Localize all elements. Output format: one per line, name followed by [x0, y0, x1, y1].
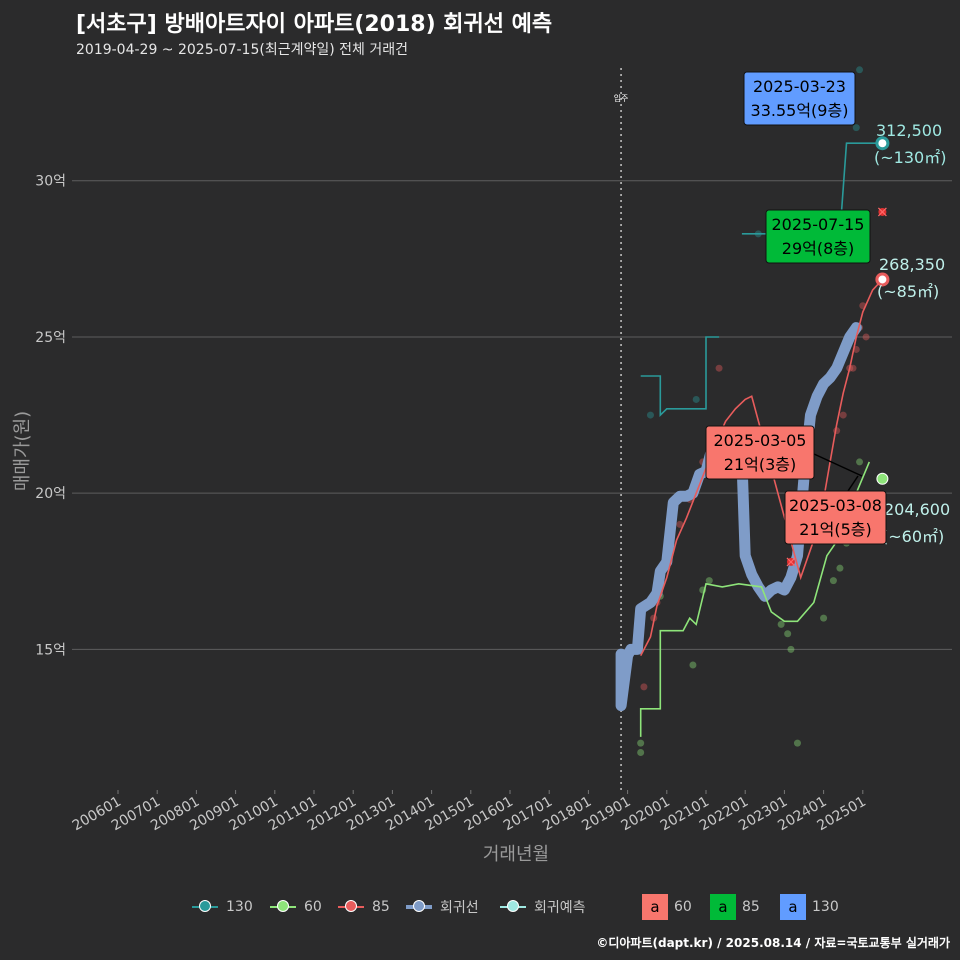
legend-box-60: a [642, 894, 668, 920]
legend-box-130: a [780, 894, 806, 920]
legend-key-60 [268, 894, 298, 920]
highlight-cross [786, 557, 796, 567]
latest-point-85 [875, 272, 890, 287]
scatter-point-60 [777, 620, 785, 628]
annotation-price: 29억(8층) [782, 239, 854, 258]
scatter-point-60 [637, 739, 645, 747]
scatter-point-60 [637, 749, 645, 757]
legend-item-regression: 회귀선 [404, 894, 479, 920]
annotation-date: 2025-07-15 [772, 215, 865, 234]
latest-point-130 [875, 136, 890, 151]
legend-label-regression: 회귀선 [440, 900, 479, 916]
annotation-box [765, 209, 871, 264]
scatter-point-85 [676, 520, 684, 528]
scatter-point-60 [836, 564, 844, 572]
legend-box-item-60: a 60 [642, 894, 692, 920]
legend-box-item-130: a 130 [780, 894, 839, 920]
chart-subtitle: 2019-04-29 ~ 2025-07-15(최근계약일) 전체 거래건 [76, 42, 408, 58]
scatter-point-130 [692, 395, 700, 403]
legend-box-label-60: 60 [674, 899, 692, 915]
legend-item-60: 60 [268, 894, 322, 920]
legend-key-85 [336, 894, 366, 920]
scatter-point-85 [849, 364, 857, 372]
scatter-point-60 [689, 661, 697, 669]
scatter-point-60 [787, 645, 795, 653]
legend-item-130: 130 [190, 894, 253, 920]
scatter-point-60 [784, 630, 792, 638]
annotation-price: 33.55억(9층) [751, 101, 849, 120]
scatter-point-85 [640, 683, 648, 691]
scatter-point-60 [829, 577, 837, 585]
annotation-price: 21억(5층) [799, 520, 871, 539]
series-line-130 [640, 336, 720, 417]
series-line-85 [639, 278, 883, 656]
chart-title: [서초구] 방배아트자이 아파트(2018) 회귀선 예측 [76, 12, 553, 37]
end-label-area: (~130㎡) [874, 148, 946, 167]
annotation-connector [847, 475, 859, 492]
scatter-point-60 [793, 739, 801, 747]
legend-box-label-130: 130 [812, 899, 839, 915]
legend-box-item-85: a 85 [710, 894, 760, 920]
scatter-point-85 [839, 411, 847, 419]
scatter-point-130 [856, 66, 864, 74]
annotation-date: 2025-03-08 [789, 496, 882, 515]
legend: 130 60 85 회귀선 회귀예측 a 60 a 85 a 130 [0, 894, 960, 920]
y-tick-label: 30억 [35, 174, 66, 190]
legend-box-85: a [710, 894, 736, 920]
end-label-value: 204,600 [884, 500, 950, 519]
move-in-label: 입주 [614, 94, 629, 103]
legend-item-forecast: 회귀예측 [498, 894, 586, 920]
scatter-point-60 [856, 458, 864, 466]
annotation-box [705, 425, 815, 480]
annotation-connector [813, 453, 863, 477]
source-caption: ©디아파트(dapt.kr) / 2025.08.14 / 자료=국토교통부 실… [596, 936, 950, 950]
legend-box-label-85: 85 [742, 899, 760, 915]
legend-item-85: 85 [336, 894, 390, 920]
end-label-area: (~85㎡) [877, 282, 939, 301]
legend-key-regression [404, 894, 434, 920]
annotation-box [784, 490, 887, 545]
scatter-point-85 [862, 333, 870, 341]
highlight-cross [877, 207, 887, 217]
annotation-date: 2025-03-05 [714, 431, 807, 450]
legend-label-130: 130 [226, 899, 253, 915]
legend-label-60: 60 [304, 899, 322, 915]
end-label-area: (~60㎡) [882, 527, 944, 546]
end-label-value: 312,500 [876, 121, 942, 140]
x-axis-title: 거래년월 [482, 844, 550, 865]
y-axis-title: 매매가(원) [4, 411, 33, 491]
annotation-date: 2025-03-23 [753, 77, 846, 96]
y-tick-label: 20억 [35, 486, 66, 502]
annotation-box [743, 71, 856, 126]
series-line-60 [639, 461, 871, 737]
legend-key-130 [190, 894, 220, 920]
scatter-point-60 [820, 614, 828, 622]
scatter-point-130 [646, 411, 654, 419]
legend-label-85: 85 [372, 899, 390, 915]
legend-key-forecast [498, 894, 528, 920]
y-axis-title-text: 매매가(원) [12, 410, 33, 492]
scatter-point-85 [715, 364, 723, 372]
end-label-value: 268,350 [879, 255, 945, 274]
scatter-point-130 [852, 124, 860, 132]
scatter-point-60 [705, 577, 713, 585]
latest-point-60 [876, 472, 889, 485]
y-tick-label: 25억 [35, 330, 66, 346]
annotation-price: 21억(3층) [724, 455, 796, 474]
legend-label-forecast: 회귀예측 [534, 900, 586, 916]
y-tick-label: 15억 [35, 642, 66, 658]
